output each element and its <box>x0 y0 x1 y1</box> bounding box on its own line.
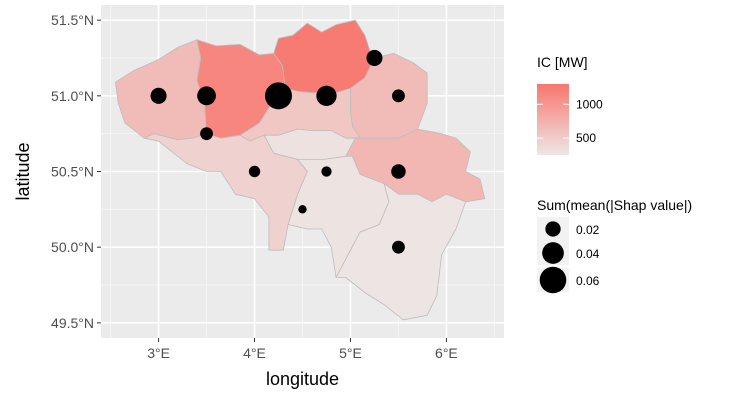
y-tick-label: 51.0°N <box>51 88 94 104</box>
size-legend: Sum(mean(|Shap value|) 0.02 0.04 0.06 <box>537 197 692 294</box>
x-tick-label: 5°E <box>339 345 362 361</box>
point-12 <box>392 240 405 254</box>
x-tick-label: 3°E <box>147 345 170 361</box>
point-1 <box>150 87 167 104</box>
x-axis-ticks: 3°E 4°E 5°E 6°E <box>147 338 458 361</box>
point-4 <box>316 85 337 106</box>
y-axis-title: latitude <box>13 142 33 200</box>
point-8 <box>248 165 261 178</box>
point-7 <box>200 127 213 141</box>
fill-legend-colorbar <box>537 84 569 155</box>
size-legend-label: 0.02 <box>576 223 600 237</box>
y-tick-label: 50.0°N <box>51 239 94 255</box>
x-tick-label: 4°E <box>243 345 266 361</box>
y-tick-label: 51.5°N <box>51 12 94 28</box>
size-legend-items: 0.02 0.04 0.06 <box>537 217 600 294</box>
point-3 <box>265 82 293 110</box>
fill-legend-label: 1000 <box>576 97 603 111</box>
x-axis-title: longitude <box>266 369 339 389</box>
point-6 <box>392 89 405 103</box>
point-2 <box>197 86 216 106</box>
fill-legend-ticks: 1000 500 <box>537 97 603 145</box>
fill-legend-title: IC [MW] <box>537 54 588 70</box>
size-legend-label: 0.04 <box>576 247 600 261</box>
size-legend-label: 0.06 <box>576 274 600 288</box>
fill-legend: IC [MW] 1000 500 <box>537 54 603 155</box>
point-11 <box>298 205 307 214</box>
point-5 <box>366 49 383 67</box>
x-tick-label: 6°E <box>435 345 458 361</box>
y-tick-label: 49.5°N <box>51 315 94 331</box>
point-9 <box>321 166 332 177</box>
size-legend-point <box>542 242 564 264</box>
fill-legend-label: 500 <box>576 131 596 145</box>
y-axis-ticks: 49.5°N 50.0°N 50.5°N 51.0°N 51.5°N <box>51 12 101 331</box>
size-legend-point <box>539 266 567 294</box>
y-tick-label: 50.5°N <box>51 164 94 180</box>
size-legend-point <box>545 221 561 237</box>
point-10 <box>391 164 406 179</box>
points-layer <box>150 49 406 254</box>
size-legend-title: Sum(mean(|Shap value|) <box>537 197 692 213</box>
